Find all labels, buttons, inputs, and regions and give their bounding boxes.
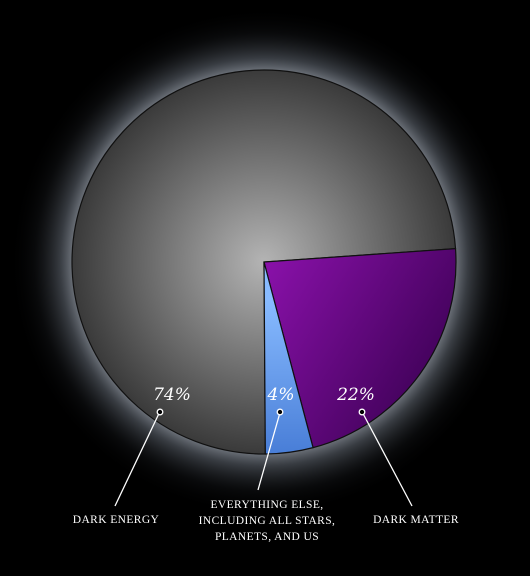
- category-label-dark-matter: DARK MATTER: [373, 514, 459, 526]
- leader-line-everything-else: [257, 414, 280, 491]
- value-label-dark-energy: 74%: [153, 385, 191, 405]
- slice-everything-else: [263, 261, 314, 455]
- leader-line-dark-energy: [114, 414, 160, 507]
- pie-slices: [71, 69, 457, 455]
- category-label-dark-energy: DARK ENERGY: [73, 514, 160, 526]
- category-label-everything-else-line-3: PLANETS, AND US: [215, 531, 319, 543]
- leader-dot-dark-energy: [156, 408, 164, 416]
- value-label-dark-matter: 22%: [336, 385, 375, 405]
- leader-line-dark-matter: [362, 414, 413, 507]
- value-label-everything-else: 4%: [267, 385, 295, 405]
- leader-dot-everything-else: [276, 408, 284, 416]
- category-label-everything-else-line-1: EVERYTHING ELSE,: [210, 499, 323, 511]
- leader-dot-dark-matter: [358, 408, 366, 416]
- slice-dark-matter: [263, 247, 457, 449]
- category-label-everything-else-line-2: INCLUDING ALL STARS,: [199, 515, 336, 527]
